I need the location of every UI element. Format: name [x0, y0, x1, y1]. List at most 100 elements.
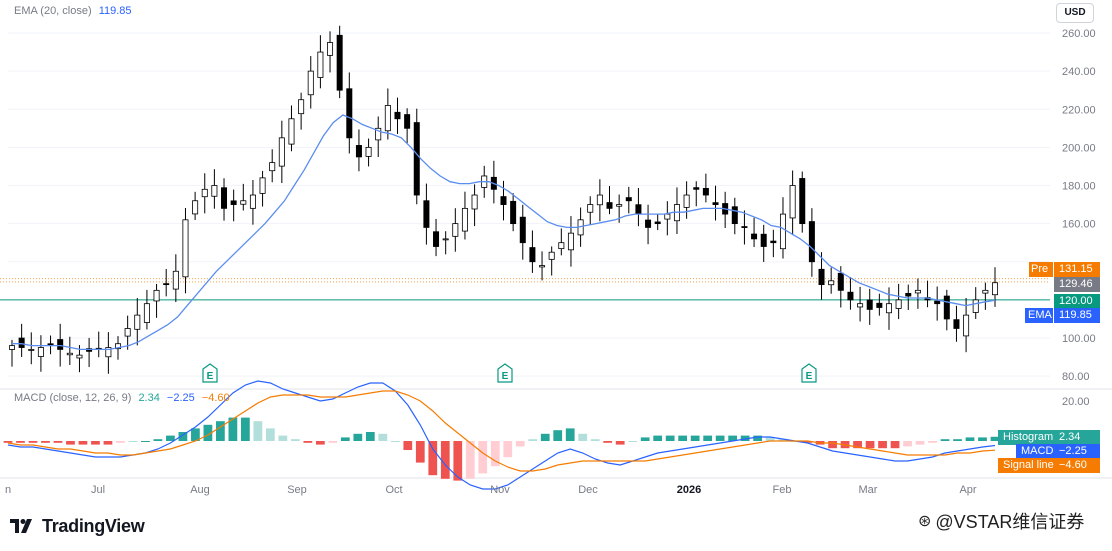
candle-body	[693, 187, 700, 190]
candle-body	[789, 185, 796, 219]
candle-body	[963, 314, 970, 337]
candle-body	[28, 349, 35, 351]
candle-body	[18, 337, 25, 348]
macd-legend-label: MACD (close, 12, 26, 9)	[14, 392, 132, 404]
time-tick-label: 2026	[677, 484, 701, 496]
currency-button[interactable]: USD	[1056, 3, 1094, 23]
histogram-bar	[990, 436, 1000, 441]
candle-body	[201, 188, 208, 198]
histogram-bar	[465, 441, 475, 479]
candle-body	[972, 299, 979, 313]
ema-legend[interactable]: EMA (20, close) 119.85	[14, 5, 136, 17]
pre-market-tag: Pre	[1029, 262, 1053, 277]
price-tick-label: 100.00	[1062, 333, 1096, 345]
candle	[712, 185, 719, 221]
histogram-bar	[203, 424, 213, 441]
ema-line	[12, 114, 996, 351]
candle	[278, 120, 285, 184]
candle	[192, 191, 199, 220]
candle-body	[346, 88, 353, 139]
candle	[818, 252, 825, 300]
pre-market-price-label: 131.15	[1054, 262, 1100, 277]
histogram-bar	[440, 441, 450, 479]
macd-tag: MACD	[1016, 444, 1054, 459]
candle-body	[278, 137, 285, 167]
candle	[654, 214, 661, 231]
price-axis: 260.00 240.00 220.00 200.00 180.00 160.00 100.…	[1062, 28, 1096, 408]
earnings-marker: E	[801, 363, 817, 383]
candle-body	[105, 347, 112, 358]
candle-body	[567, 232, 574, 251]
histogram-bar	[103, 441, 113, 445]
histogram-bar	[690, 435, 700, 441]
histogram-bar	[515, 441, 525, 447]
candle-body	[760, 233, 767, 247]
histogram-bar	[340, 437, 350, 441]
candlestick-series	[8, 25, 999, 374]
candle-body	[423, 200, 430, 228]
histogram-bar	[16, 441, 25, 443]
candle	[95, 331, 102, 358]
price-tick-label: 80.00	[1062, 371, 1090, 383]
histogram-bar	[915, 441, 925, 445]
candle	[914, 278, 921, 309]
time-tick-label: Aug	[190, 484, 210, 496]
histogram-bar	[553, 430, 563, 441]
histogram-bar	[166, 435, 175, 441]
candle-body	[828, 280, 835, 286]
histogram-bar	[328, 441, 338, 443]
histogram-bar	[728, 435, 738, 441]
histogram-bar	[753, 435, 762, 441]
signal-tag: Signal line	[998, 458, 1054, 473]
candle-body	[124, 328, 131, 337]
candle	[346, 72, 353, 154]
histogram-bar	[265, 428, 275, 441]
candle-body	[433, 231, 440, 247]
histogram-bar	[216, 421, 225, 441]
candle-body	[365, 146, 372, 157]
candle	[8, 339, 15, 367]
candle-body	[394, 111, 401, 120]
histogram-bar	[290, 439, 300, 441]
histogram-bar	[678, 435, 688, 441]
candle	[327, 31, 334, 73]
macd-legend[interactable]: MACD (close, 12, 26, 9) 2.34 −2.25 −4.60	[14, 392, 234, 404]
price-tick-label: 160.00	[1062, 219, 1096, 231]
candle	[163, 268, 170, 297]
candle	[857, 286, 864, 322]
candle-body	[66, 352, 73, 356]
histogram-bar	[41, 441, 50, 443]
candle	[288, 105, 295, 152]
candle-body	[905, 292, 912, 297]
time-tick-label: Dec	[578, 484, 598, 496]
time-tick-label: Apr	[959, 484, 976, 496]
candle-body	[992, 282, 999, 296]
time-tick-label: n	[5, 484, 11, 496]
tradingview-logo[interactable]: TradingView	[10, 514, 145, 538]
histogram-bar	[91, 441, 100, 445]
candle	[828, 267, 835, 294]
candle-body	[712, 202, 719, 205]
candle	[587, 196, 594, 226]
candle	[471, 184, 478, 227]
last-close-price-label: 129.46	[1054, 277, 1100, 292]
candle-body	[558, 242, 565, 250]
tradingview-logo-icon	[10, 519, 32, 533]
candle-body	[982, 289, 989, 294]
macd-line	[7, 380, 996, 490]
macd-legend-macd: −2.25	[166, 392, 195, 404]
candle-body	[327, 42, 334, 56]
candle	[124, 315, 131, 350]
histogram-bar	[28, 441, 38, 443]
candle-body	[259, 177, 266, 194]
candle	[510, 193, 517, 232]
histogram-bar	[628, 441, 638, 442]
histogram-bar	[953, 439, 962, 441]
candle	[924, 280, 931, 308]
earnings-marker: E	[202, 363, 218, 383]
candle	[249, 180, 256, 225]
histogram-bar	[540, 433, 550, 441]
candle	[18, 323, 25, 357]
